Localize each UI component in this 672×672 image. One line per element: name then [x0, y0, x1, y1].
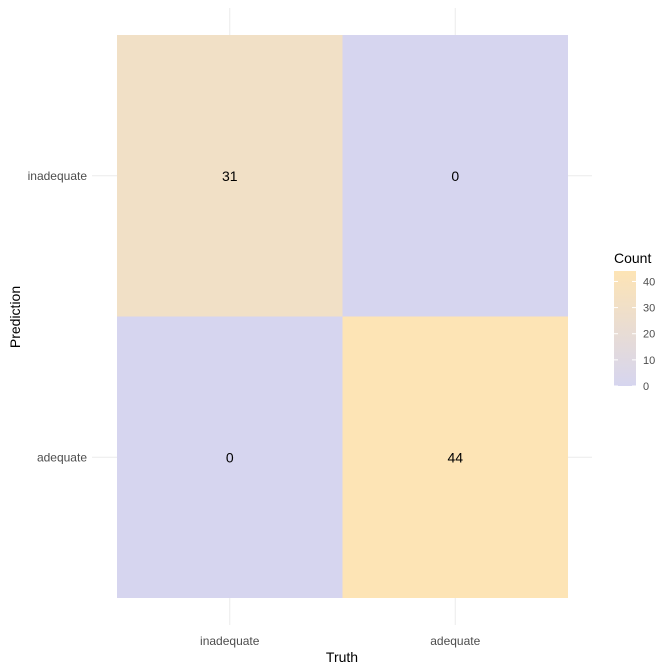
- y-tick-label: inadequate: [28, 169, 88, 183]
- y-axis-ticks: inadequate adequate: [28, 169, 88, 465]
- legend-tick-label: 0: [643, 381, 649, 393]
- legend-tick-label: 30: [643, 303, 655, 315]
- cell-value-label: 31: [222, 168, 238, 184]
- heatmap-cell: [117, 316, 343, 598]
- cell-labels: 31 0 0 44: [222, 168, 463, 466]
- cell-value-label: 0: [226, 449, 234, 465]
- legend-tick-label: 10: [643, 355, 655, 367]
- x-axis-title: Truth: [326, 649, 358, 665]
- x-tick-label: adequate: [430, 634, 480, 648]
- heatmap-cell: [117, 35, 343, 317]
- heatmap-cell: [342, 316, 568, 598]
- legend: Count 0 10 20 30 40: [614, 250, 655, 393]
- x-tick-label: inadequate: [200, 634, 260, 648]
- cell-value-label: 44: [447, 449, 463, 465]
- legend-tick-label: 40: [643, 276, 655, 288]
- cell-value-label: 0: [451, 168, 459, 184]
- heatmap-cells: [117, 35, 568, 598]
- x-axis-ticks: inadequate adequate: [200, 634, 481, 648]
- y-axis-title: Prediction: [7, 286, 23, 348]
- legend-title: Count: [614, 250, 651, 266]
- y-tick-label: adequate: [37, 450, 87, 464]
- legend-tick-label: 20: [643, 329, 655, 341]
- legend-ticks: 0 10 20 30 40: [614, 276, 655, 393]
- heatmap-cell: [342, 35, 568, 317]
- legend-colorbar: [614, 271, 636, 386]
